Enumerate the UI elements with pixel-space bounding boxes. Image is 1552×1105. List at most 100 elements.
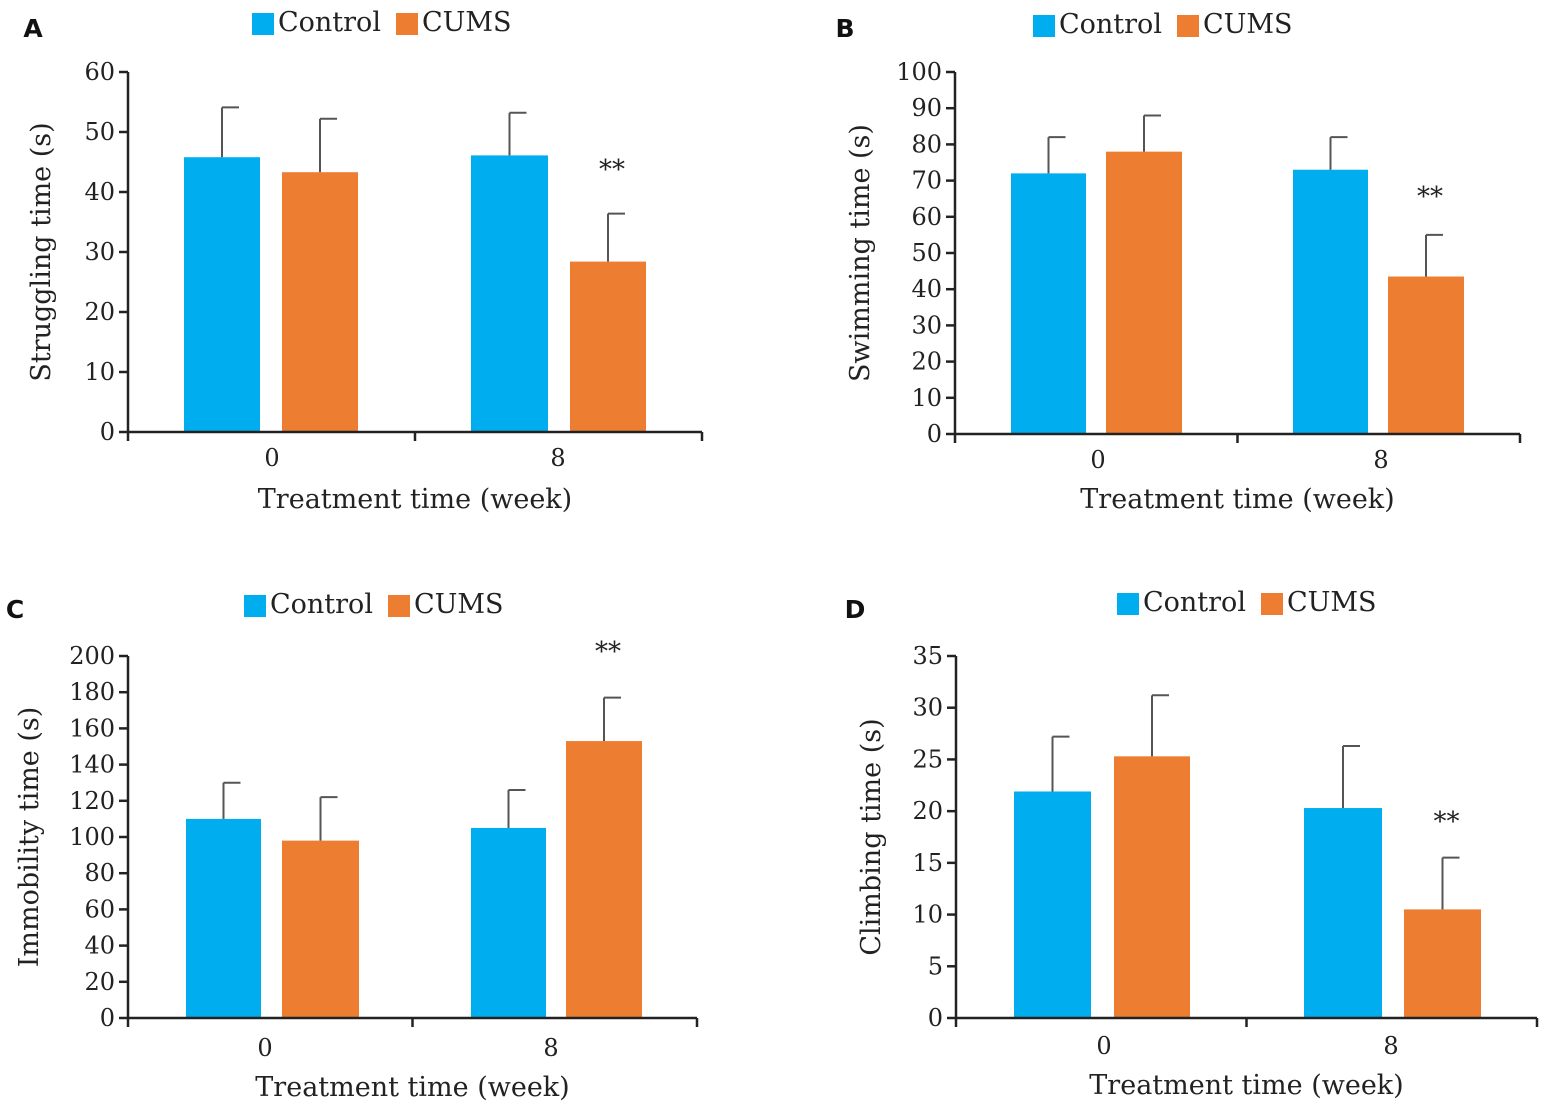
- y-axis-title: Immobility time (s): [14, 707, 45, 968]
- y-tick-label: 20: [84, 968, 115, 996]
- x-tick-label: 0: [257, 1034, 272, 1062]
- y-tick-label: 10: [84, 358, 115, 386]
- legend-label-cums: CUMS: [422, 7, 512, 38]
- y-axis-title: Climbing time (s): [856, 718, 887, 955]
- bar-control-week-0: [184, 157, 260, 432]
- bar-control-week-8: [471, 827, 546, 1018]
- y-tick-label: 0: [100, 418, 115, 446]
- y-tick-label: 40: [84, 932, 115, 960]
- y-tick-label: 80: [84, 859, 115, 887]
- y-tick-label: 0: [927, 420, 942, 448]
- x-axis-title: Treatment time (week): [255, 1072, 569, 1103]
- legend-swatch-control: [252, 13, 274, 35]
- legend: Control CUMS: [1117, 587, 1377, 618]
- y-tick-label: 60: [84, 895, 115, 923]
- legend-swatch-cums: [396, 13, 418, 35]
- bar-cums-week-8: [570, 261, 646, 432]
- x-axis-title: Treatment time (week): [258, 484, 572, 515]
- legend-swatch-cums: [388, 595, 410, 617]
- legend-swatch-cums: [1261, 593, 1283, 615]
- legend: Control CUMS: [1033, 9, 1293, 40]
- x-tick-label: 0: [1090, 446, 1105, 474]
- legend-label-control: Control: [278, 7, 381, 38]
- y-tick-label: 60: [84, 58, 115, 86]
- y-tick-label: 80: [911, 130, 942, 158]
- y-tick-label: 160: [69, 714, 115, 742]
- bar-control-week-0: [1014, 791, 1091, 1018]
- y-axis-title: Struggling time (s): [26, 122, 57, 381]
- legend-label-control: Control: [1059, 9, 1162, 40]
- y-tick-label: 20: [911, 348, 942, 376]
- significance-marker: **: [1434, 807, 1460, 837]
- bar-cums-week-8: [1404, 909, 1481, 1018]
- x-tick-label: 8: [550, 444, 565, 472]
- legend-label-cums: CUMS: [414, 589, 504, 620]
- legend: Control CUMS: [244, 589, 504, 620]
- panel-d: D Control CUMS ** 0 5 10 15 20 25 30 35 0 8 Treatment …: [845, 587, 1539, 1101]
- y-tick-label: 10: [911, 384, 942, 412]
- panel-a: A Control CUMS ** 0 10 20 30 40 50 60 0 8 Treatment t…: [23, 7, 704, 515]
- y-tick-label: 5: [928, 952, 943, 980]
- y-tick-label: 30: [911, 311, 942, 339]
- legend-label-cums: CUMS: [1203, 9, 1293, 40]
- y-tick-label: 180: [69, 678, 115, 706]
- legend-swatch-control: [1117, 593, 1139, 615]
- x-tick-label: 0: [264, 444, 279, 472]
- x-tick-label: 0: [1096, 1032, 1111, 1060]
- bar-cums-week-0: [1106, 151, 1182, 434]
- y-tick-label: 50: [911, 239, 942, 267]
- y-tick-label: 10: [912, 901, 943, 929]
- y-tick-label: 0: [100, 1004, 115, 1032]
- legend-label-control: Control: [1143, 587, 1246, 618]
- y-tick-label: 120: [69, 787, 115, 815]
- bar-control-week-8: [1293, 169, 1368, 435]
- panel-c: C Control CUMS**02040608010012014016018020…: [6, 589, 699, 1103]
- legend-swatch-control: [244, 595, 266, 617]
- y-tick-label: 25: [912, 745, 943, 773]
- y-tick-label: 70: [911, 167, 942, 195]
- panel-b: B Control CUMS ** 0 10 20 30 40 50 60 70 80 90 100 0 8 Tr…: [835, 9, 1522, 515]
- legend-label-control: Control: [270, 589, 373, 620]
- bar-cums-week-8: [1388, 276, 1464, 434]
- legend-swatch-cums: [1177, 15, 1199, 37]
- y-tick-label: 30: [84, 238, 115, 266]
- bar-control-week-8: [471, 155, 548, 432]
- y-tick-label: 200: [69, 642, 115, 670]
- panel-letter: A: [23, 14, 43, 43]
- y-tick-label: 50: [84, 118, 115, 146]
- bar-cums-week-0: [282, 840, 359, 1018]
- y-tick-label: 30: [912, 694, 943, 722]
- y-tick-label: 20: [84, 298, 115, 326]
- bar-cums-week-0: [1114, 756, 1190, 1018]
- x-tick-label: 8: [1373, 446, 1388, 474]
- y-tick-label: 100: [896, 58, 942, 86]
- y-tick-label: 100: [69, 823, 115, 851]
- significance-marker: **: [595, 637, 621, 667]
- y-tick-label: 90: [911, 94, 942, 122]
- bar-control-week-0: [1011, 173, 1086, 435]
- legend: Control CUMS: [252, 7, 512, 38]
- y-tick-label: 40: [84, 178, 115, 206]
- legend-label-cums: CUMS: [1287, 587, 1377, 618]
- bar-control-week-0: [186, 818, 261, 1018]
- x-axis-title: Treatment time (week): [1089, 1070, 1403, 1101]
- bar-cums-week-0: [282, 172, 358, 432]
- y-tick-label: 20: [912, 797, 943, 825]
- x-tick-label: 8: [543, 1034, 558, 1062]
- y-tick-label: 60: [911, 203, 942, 231]
- y-tick-label: 0: [928, 1004, 943, 1032]
- significance-marker: **: [1417, 182, 1443, 212]
- y-tick-label: 140: [69, 751, 115, 779]
- x-tick-label: 8: [1383, 1032, 1398, 1060]
- bar-cums-week-8: [566, 741, 642, 1018]
- panel-letter: C: [6, 595, 24, 624]
- bar-control-week-8: [1304, 808, 1382, 1018]
- y-axis-title: Swimming time (s): [845, 124, 876, 382]
- significance-marker: **: [599, 155, 625, 185]
- y-tick-label: 40: [911, 275, 942, 303]
- x-axis-title: Treatment time (week): [1080, 484, 1394, 515]
- panel-letter: B: [835, 14, 854, 43]
- panel-letter: D: [845, 595, 866, 624]
- legend-swatch-control: [1033, 15, 1055, 37]
